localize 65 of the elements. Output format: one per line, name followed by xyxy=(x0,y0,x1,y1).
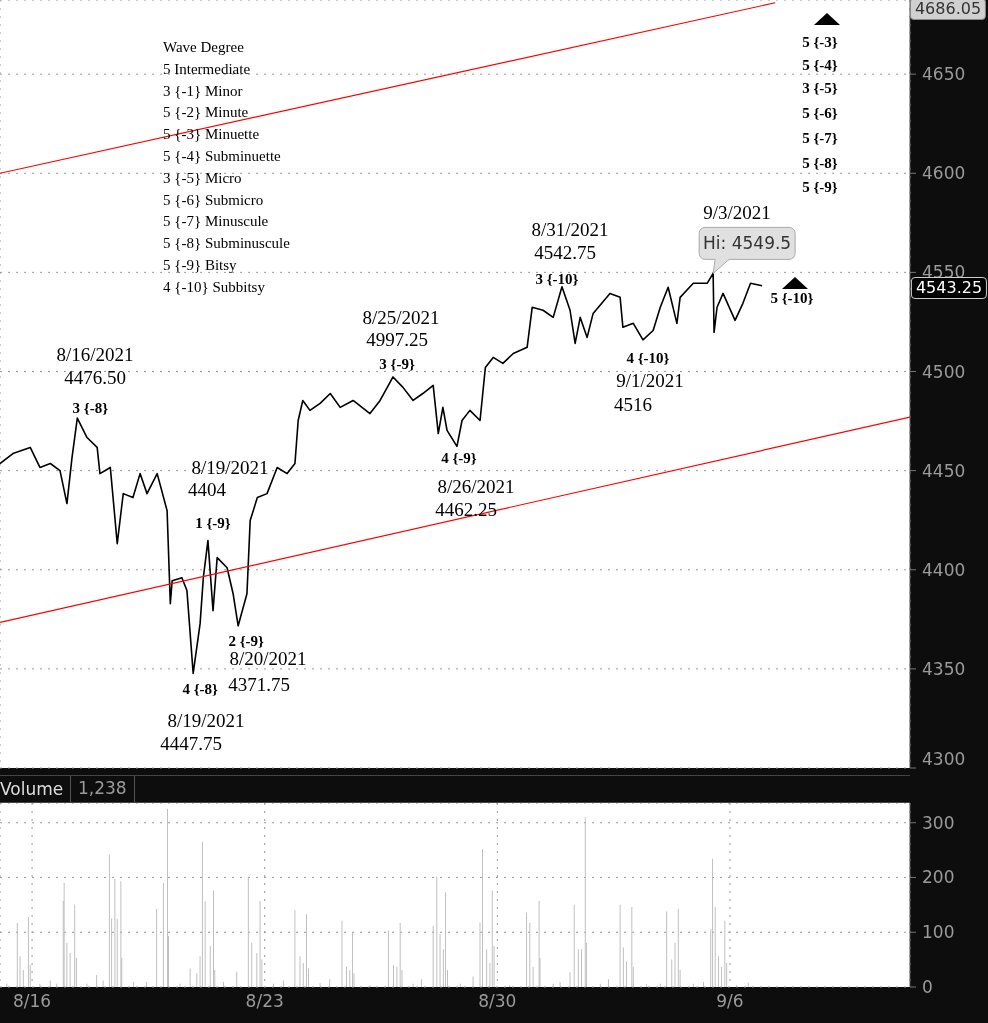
annotation: 3 {-9} xyxy=(379,355,415,372)
y-tick-label: 4350 xyxy=(922,658,966,679)
annotation: 4476.50 xyxy=(64,367,126,389)
annotation: 9/1/2021 xyxy=(616,370,684,392)
annotation: 4 {-10} Subbitsy xyxy=(163,277,266,297)
y-tick-label: 4300 xyxy=(922,749,966,769)
annotation: 8/16/2021 xyxy=(56,344,134,366)
annotation: 4 {-8} xyxy=(182,681,219,698)
text: 4543.25 xyxy=(910,277,988,299)
y-tick-label: 4500 xyxy=(922,361,966,382)
panel-header: Volume 1,238 xyxy=(0,775,910,803)
annotation: 4404 xyxy=(188,479,226,501)
text: 4686.05 xyxy=(909,0,987,20)
y-tick-label: 4600 xyxy=(922,163,966,184)
x-tick-label: 8/23 xyxy=(245,991,284,1012)
annotation: 5 {-7} xyxy=(802,129,838,147)
annotation: 3 {-8} xyxy=(72,400,109,417)
annotation: 5 {-4} Subminuette xyxy=(163,147,282,166)
line-series xyxy=(0,272,763,675)
annotation: Wave Degree xyxy=(163,38,245,57)
annotation: 5 {-7} Minuscule xyxy=(163,212,270,232)
annotation: 5 {-2} Minute xyxy=(163,103,250,123)
annotation: 2 {-9} xyxy=(228,632,265,649)
y-tick-label: 4450 xyxy=(922,460,966,481)
annotation: 8/25/2021 xyxy=(362,307,440,329)
annotation: 5 {-3} xyxy=(802,33,838,51)
annotation: 3 {-5} Micro xyxy=(163,168,243,188)
annotation: 5 {-6} Submicro xyxy=(163,190,265,210)
y-tick-label: 200 xyxy=(922,867,955,888)
annotation: 4542.75 xyxy=(534,242,596,264)
annotation: 4516 xyxy=(614,394,652,416)
annotation: 8/31/2021 xyxy=(531,219,609,241)
x-tick-label: 9/6 xyxy=(716,991,744,1012)
annotation: 8/20/2021 xyxy=(229,648,307,670)
annotation: 3 {-10} xyxy=(535,270,579,287)
annotation: 5 Intermediate xyxy=(163,59,252,79)
annotation: 4447.75 xyxy=(160,733,222,755)
annotation: 4371.75 xyxy=(228,674,290,696)
annotation: 8/19/2021 xyxy=(191,457,269,479)
annotation: 5 {-9} Bitsy xyxy=(163,255,238,275)
annotation: 3 {-1} Minor xyxy=(163,81,244,101)
x-tick-label: 8/30 xyxy=(478,991,517,1012)
chart-title: Volume xyxy=(0,779,64,799)
annotation: Hi: 4549.5 xyxy=(703,233,792,254)
y-tick-label: 4400 xyxy=(922,559,966,580)
annotation: 5 {-8} Subminuscule xyxy=(163,234,290,254)
y-tick-label: 100 xyxy=(922,922,955,943)
annotation: 8/19/2021 xyxy=(167,710,245,732)
annotation: 5 {-6} xyxy=(802,104,838,122)
x-tick-label: 8/16 xyxy=(12,991,52,1012)
annotation: 5 {-4} xyxy=(802,56,838,74)
annotation: 4 {-9} xyxy=(441,450,477,467)
annotation: 5 {-9} xyxy=(802,178,838,196)
annotation: 3 {-5} xyxy=(802,79,838,97)
annotation: 5 {-10} xyxy=(770,289,814,307)
annotation: 4 {-10} xyxy=(626,349,670,366)
y-tick-label: 4650 xyxy=(922,64,966,85)
annotation: 9/3/2021 xyxy=(703,202,771,224)
y-tick-label: 300 xyxy=(922,812,955,833)
annotation: 1 {-9} xyxy=(195,514,231,531)
annotation: 4462.25 xyxy=(435,499,497,521)
y-tick-label: 0 xyxy=(922,977,933,997)
annotation: 5 {-8} xyxy=(802,154,838,172)
annotation: 8/26/2021 xyxy=(437,476,515,498)
annotation: 4997.25 xyxy=(366,329,428,351)
